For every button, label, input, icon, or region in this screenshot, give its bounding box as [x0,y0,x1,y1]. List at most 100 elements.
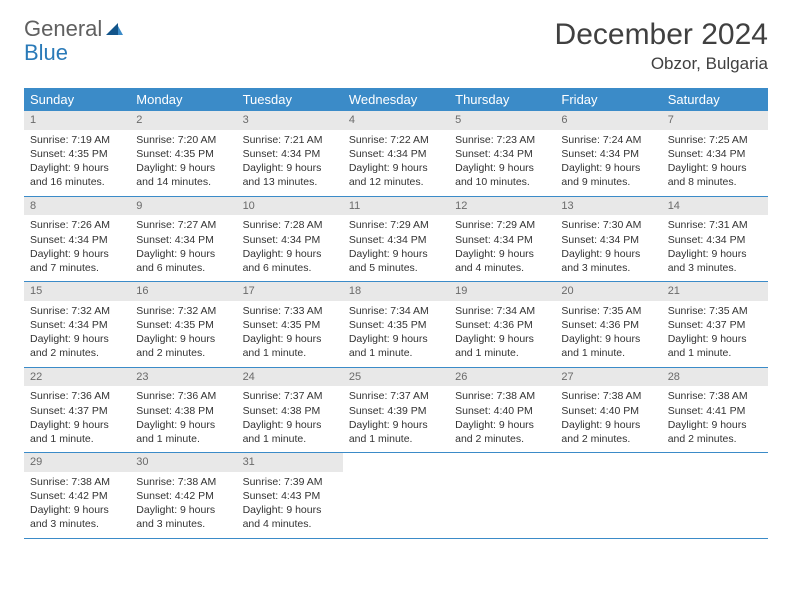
day-number: 31 [237,453,343,472]
day-cell: 31Sunrise: 7:39 AMSunset: 4:43 PMDayligh… [237,453,343,539]
logo-word1: General [24,16,102,41]
day-cell: 14Sunrise: 7:31 AMSunset: 4:34 PMDayligh… [662,196,768,282]
day-body: Sunrise: 7:23 AMSunset: 4:34 PMDaylight:… [449,130,555,196]
day-body: Sunrise: 7:36 AMSunset: 4:37 PMDaylight:… [24,386,130,452]
day-number: 6 [555,111,661,130]
day-body: Sunrise: 7:38 AMSunset: 4:40 PMDaylight:… [555,386,661,452]
day-body: Sunrise: 7:20 AMSunset: 4:35 PMDaylight:… [130,130,236,196]
day-body: Sunrise: 7:35 AMSunset: 4:37 PMDaylight:… [662,301,768,367]
calendar-body: 1Sunrise: 7:19 AMSunset: 4:35 PMDaylight… [24,111,768,538]
day-body: Sunrise: 7:38 AMSunset: 4:40 PMDaylight:… [449,386,555,452]
day-body: Sunrise: 7:38 AMSunset: 4:42 PMDaylight:… [130,472,236,538]
day-cell: 23Sunrise: 7:36 AMSunset: 4:38 PMDayligh… [130,367,236,453]
day-body: Sunrise: 7:33 AMSunset: 4:35 PMDaylight:… [237,301,343,367]
day-cell: 28Sunrise: 7:38 AMSunset: 4:41 PMDayligh… [662,367,768,453]
day-number: 9 [130,197,236,216]
day-number: 10 [237,197,343,216]
week-row: 15Sunrise: 7:32 AMSunset: 4:34 PMDayligh… [24,282,768,368]
day-header: Thursday [449,88,555,111]
day-cell: 26Sunrise: 7:38 AMSunset: 4:40 PMDayligh… [449,367,555,453]
day-body: Sunrise: 7:36 AMSunset: 4:38 PMDaylight:… [130,386,236,452]
day-number: 15 [24,282,130,301]
day-cell: 27Sunrise: 7:38 AMSunset: 4:40 PMDayligh… [555,367,661,453]
day-number: 17 [237,282,343,301]
day-cell: 12Sunrise: 7:29 AMSunset: 4:34 PMDayligh… [449,196,555,282]
day-cell: 17Sunrise: 7:33 AMSunset: 4:35 PMDayligh… [237,282,343,368]
day-body: Sunrise: 7:32 AMSunset: 4:34 PMDaylight:… [24,301,130,367]
day-cell: .. [449,453,555,539]
day-body: Sunrise: 7:34 AMSunset: 4:35 PMDaylight:… [343,301,449,367]
week-row: 8Sunrise: 7:26 AMSunset: 4:34 PMDaylight… [24,196,768,282]
day-number: 16 [130,282,236,301]
day-body: Sunrise: 7:38 AMSunset: 4:41 PMDaylight:… [662,386,768,452]
day-number: 20 [555,282,661,301]
day-body: Sunrise: 7:34 AMSunset: 4:36 PMDaylight:… [449,301,555,367]
day-cell: .. [343,453,449,539]
day-cell: 16Sunrise: 7:32 AMSunset: 4:35 PMDayligh… [130,282,236,368]
day-number: 13 [555,197,661,216]
day-number: 1 [24,111,130,130]
day-body: Sunrise: 7:22 AMSunset: 4:34 PMDaylight:… [343,130,449,196]
day-number: 25 [343,368,449,387]
day-number: 29 [24,453,130,472]
day-header: Wednesday [343,88,449,111]
day-number: 28 [662,368,768,387]
day-cell: 30Sunrise: 7:38 AMSunset: 4:42 PMDayligh… [130,453,236,539]
day-number: 22 [24,368,130,387]
day-number: 21 [662,282,768,301]
day-number: 19 [449,282,555,301]
day-cell: 8Sunrise: 7:26 AMSunset: 4:34 PMDaylight… [24,196,130,282]
day-number: 24 [237,368,343,387]
day-cell: 9Sunrise: 7:27 AMSunset: 4:34 PMDaylight… [130,196,236,282]
day-cell: 2Sunrise: 7:20 AMSunset: 4:35 PMDaylight… [130,111,236,196]
calendar-table: SundayMondayTuesdayWednesdayThursdayFrid… [24,88,768,539]
day-number: 23 [130,368,236,387]
day-body: Sunrise: 7:38 AMSunset: 4:42 PMDaylight:… [24,472,130,538]
day-number: 7 [662,111,768,130]
day-body: Sunrise: 7:24 AMSunset: 4:34 PMDaylight:… [555,130,661,196]
day-body: Sunrise: 7:28 AMSunset: 4:34 PMDaylight:… [237,215,343,281]
day-body: Sunrise: 7:31 AMSunset: 4:34 PMDaylight:… [662,215,768,281]
day-cell: 21Sunrise: 7:35 AMSunset: 4:37 PMDayligh… [662,282,768,368]
day-body: Sunrise: 7:29 AMSunset: 4:34 PMDaylight:… [449,215,555,281]
day-number: 5 [449,111,555,130]
day-body: Sunrise: 7:26 AMSunset: 4:34 PMDaylight:… [24,215,130,281]
day-cell: 25Sunrise: 7:37 AMSunset: 4:39 PMDayligh… [343,367,449,453]
week-row: 22Sunrise: 7:36 AMSunset: 4:37 PMDayligh… [24,367,768,453]
day-cell: 29Sunrise: 7:38 AMSunset: 4:42 PMDayligh… [24,453,130,539]
day-cell: 10Sunrise: 7:28 AMSunset: 4:34 PMDayligh… [237,196,343,282]
day-body: Sunrise: 7:19 AMSunset: 4:35 PMDaylight:… [24,130,130,196]
day-cell: 5Sunrise: 7:23 AMSunset: 4:34 PMDaylight… [449,111,555,196]
day-header: Tuesday [237,88,343,111]
day-cell: 13Sunrise: 7:30 AMSunset: 4:34 PMDayligh… [555,196,661,282]
day-cell: 15Sunrise: 7:32 AMSunset: 4:34 PMDayligh… [24,282,130,368]
day-number: 26 [449,368,555,387]
day-number: 2 [130,111,236,130]
day-cell: 24Sunrise: 7:37 AMSunset: 4:38 PMDayligh… [237,367,343,453]
day-number: 3 [237,111,343,130]
day-number: 12 [449,197,555,216]
day-body: Sunrise: 7:39 AMSunset: 4:43 PMDaylight:… [237,472,343,538]
day-header: Saturday [662,88,768,111]
day-number: 4 [343,111,449,130]
header: General Blue December 2024 Obzor, Bulgar… [24,18,768,74]
day-body: Sunrise: 7:37 AMSunset: 4:39 PMDaylight:… [343,386,449,452]
day-cell: 6Sunrise: 7:24 AMSunset: 4:34 PMDaylight… [555,111,661,196]
day-cell: 11Sunrise: 7:29 AMSunset: 4:34 PMDayligh… [343,196,449,282]
day-body: Sunrise: 7:30 AMSunset: 4:34 PMDaylight:… [555,215,661,281]
day-cell: 20Sunrise: 7:35 AMSunset: 4:36 PMDayligh… [555,282,661,368]
day-cell: .. [662,453,768,539]
sail-icon [104,21,124,42]
day-cell: 18Sunrise: 7:34 AMSunset: 4:35 PMDayligh… [343,282,449,368]
day-number: 8 [24,197,130,216]
logo-word2: Blue [24,40,68,65]
location: Obzor, Bulgaria [555,54,768,74]
day-body: Sunrise: 7:35 AMSunset: 4:36 PMDaylight:… [555,301,661,367]
day-cell: 3Sunrise: 7:21 AMSunset: 4:34 PMDaylight… [237,111,343,196]
title-block: December 2024 Obzor, Bulgaria [555,18,768,74]
day-number: 14 [662,197,768,216]
day-number: 18 [343,282,449,301]
day-number: 27 [555,368,661,387]
day-cell: 4Sunrise: 7:22 AMSunset: 4:34 PMDaylight… [343,111,449,196]
day-body: Sunrise: 7:37 AMSunset: 4:38 PMDaylight:… [237,386,343,452]
